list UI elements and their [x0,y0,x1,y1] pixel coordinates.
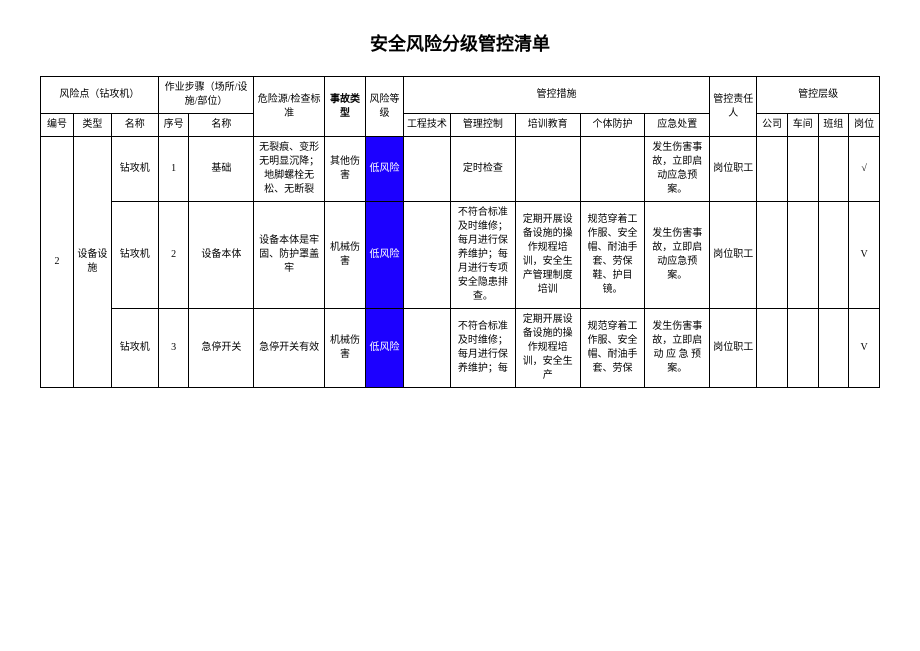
cell-workshop [787,309,818,388]
header-control-level: 管控层级 [757,77,880,114]
cell-engineering [403,309,450,388]
cell-hazard: 设备本体是牢固、防护罩盖牢 [254,202,325,309]
header-position: 岗位 [849,114,880,137]
cell-hazard: 急停开关有效 [254,309,325,388]
cell-company [757,309,788,388]
cell-emergency: 发生伤害事故，立即启动应急预案。 [645,137,710,202]
cell-name: 钻攻机 [111,137,158,202]
cell-accident: 机械伤害 [324,309,365,388]
cell-seq: 1 [158,137,189,202]
header-step-name: 名称 [189,114,254,137]
cell-training: 定期开展设备设施的操作规程培训，安全生产 [515,309,580,388]
header-seq: 序号 [158,114,189,137]
cell-responsible: 岗位职工 [710,309,757,388]
header-risk-point: 风险点（钻攻机） [41,77,159,114]
cell-training [515,137,580,202]
header-engineering: 工程技术 [403,114,450,137]
header-emergency: 应急处置 [645,114,710,137]
cell-engineering [403,202,450,309]
cell-emergency: 发生伤害事故，立即启动应急预案。 [645,202,710,309]
cell-emergency: 发生伤害事故，立即启动 应 急 预案。 [645,309,710,388]
table-row: 钻攻机 3 急停开关 急停开关有效 机械伤害 低风险 不符合标准及时维修；每月进… [41,309,880,388]
cell-responsible: 岗位职工 [710,137,757,202]
cell-accident: 机械伤害 [324,202,365,309]
cell-management: 不符合标准及时维修；每月进行保养维护；每 [451,309,516,388]
cell-step: 设备本体 [189,202,254,309]
cell-workshop [787,202,818,309]
cell-id: 2 [41,137,74,388]
header-name: 名称 [111,114,158,137]
cell-ppe: 规范穿着工作服、安全帽、耐油手 套、劳保 [580,309,645,388]
cell-seq: 3 [158,309,189,388]
cell-name: 钻攻机 [111,309,158,388]
cell-step: 急停开关 [189,309,254,388]
cell-workshop [787,137,818,202]
cell-risk: 低风险 [366,309,404,388]
page-title: 安全风险分级管控清单 [40,30,880,56]
cell-position: V [849,202,880,309]
cell-risk: 低风险 [366,202,404,309]
cell-management: 不符合标准及时维修；每月进行保养维护；每月进行专项安全隐患排查。 [451,202,516,309]
cell-team [818,137,849,202]
cell-ppe: 规范穿着工作服、安全帽、耐油手 套、劳保鞋、护目镜。 [580,202,645,309]
header-accident: 事故类型 [324,77,365,137]
cell-training: 定期开展设备设施的操作规程培训，安全生产管理制度培训 [515,202,580,309]
cell-risk: 低风险 [366,137,404,202]
header-company: 公司 [757,114,788,137]
header-id: 编号 [41,114,74,137]
cell-responsible: 岗位职工 [710,202,757,309]
cell-company [757,137,788,202]
cell-ppe [580,137,645,202]
header-team: 班组 [818,114,849,137]
cell-management: 定时检查 [451,137,516,202]
header-workshop: 车间 [787,114,818,137]
cell-seq: 2 [158,202,189,309]
header-training: 培训教育 [515,114,580,137]
table-row: 钻攻机 2 设备本体 设备本体是牢固、防护罩盖牢 机械伤害 低风险 不符合标准及… [41,202,880,309]
risk-table: 风险点（钻攻机） 作业步骤（场所/设施/部位） 危险源/检查标准 事故类型 风险… [40,76,880,388]
cell-position: V [849,309,880,388]
header-measures: 管控措施 [403,77,709,114]
header-operation-step: 作业步骤（场所/设施/部位） [158,77,253,114]
header-hazard: 危险源/检查标准 [254,77,325,137]
cell-step: 基础 [189,137,254,202]
cell-team [818,202,849,309]
header-management: 管理控制 [451,114,516,137]
cell-name: 钻攻机 [111,202,158,309]
cell-type: 设备设施 [73,137,111,388]
cell-accident: 其他伤害 [324,137,365,202]
header-risk-level: 风险等级 [366,77,404,137]
cell-engineering [403,137,450,202]
cell-hazard: 无裂痕、变形无明显沉降；地脚螺栓无松、无断裂 [254,137,325,202]
table-row: 2 设备设施 钻攻机 1 基础 无裂痕、变形无明显沉降；地脚螺栓无松、无断裂 其… [41,137,880,202]
cell-position: √ [849,137,880,202]
header-ppe: 个体防护 [580,114,645,137]
header-row-1: 风险点（钻攻机） 作业步骤（场所/设施/部位） 危险源/检查标准 事故类型 风险… [41,77,880,114]
cell-team [818,309,849,388]
cell-company [757,202,788,309]
header-type: 类型 [73,114,111,137]
header-responsible: 管控责任人 [710,77,757,137]
